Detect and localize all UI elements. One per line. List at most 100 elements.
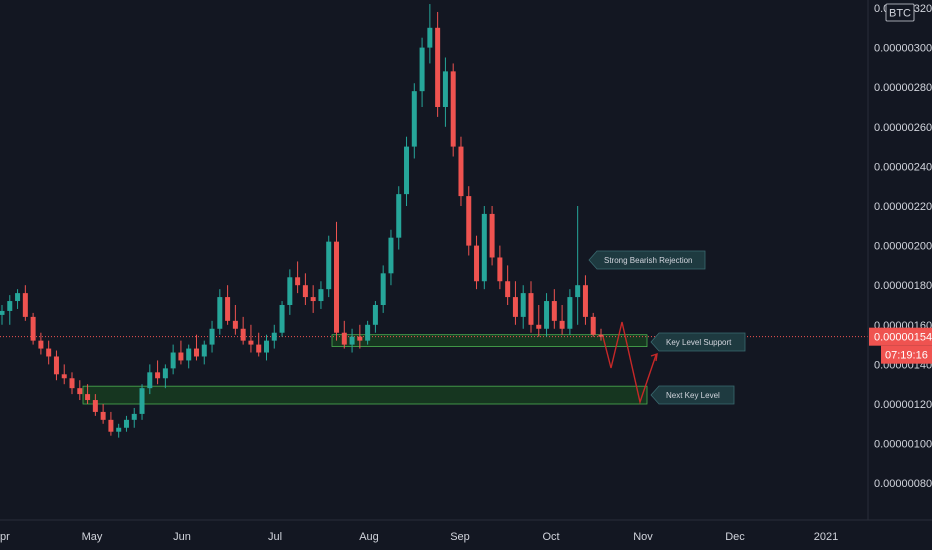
candle-body (442, 71, 448, 107)
y-tick-label: 0.00000300 (874, 43, 932, 55)
candle-body (326, 241, 332, 290)
x-tick-label: 2021 (814, 531, 838, 543)
countdown-badge (881, 345, 932, 364)
candle-body (240, 328, 246, 341)
y-tick-label: 0.00000260 (874, 122, 932, 134)
support-note-label: Key Level Support (666, 338, 732, 347)
rejection-note-box (588, 250, 706, 270)
candle-body (217, 297, 223, 329)
key-level-zones (82, 334, 648, 405)
candle-body (404, 146, 410, 195)
candle-body (147, 372, 153, 389)
candle-body (0, 310, 5, 315)
candle-body (100, 411, 106, 420)
candle-body (380, 273, 386, 305)
candle-body (582, 285, 588, 317)
y-tick-label: 0.00000100 (874, 439, 932, 451)
candle-body (419, 47, 425, 92)
last-price-badge (869, 327, 932, 346)
candle-body (77, 388, 83, 395)
countdown-value: 07:19:16 (885, 350, 928, 362)
currency-label: BTC (889, 8, 911, 20)
candle-body (567, 297, 573, 329)
candles-group (0, 4, 604, 438)
currency-badge-box (885, 3, 915, 22)
candle-body (92, 400, 98, 412)
candle-body (575, 285, 581, 298)
rejection-note-label: Strong Bearish Rejection (604, 256, 693, 265)
price-badges: 0.00000154 07:19:16 (869, 327, 932, 364)
candle-body (186, 348, 192, 361)
candle-body (598, 334, 604, 337)
y-tick-label: 0.00000200 (874, 241, 932, 253)
candle-body (372, 305, 378, 325)
candle-body (123, 419, 129, 428)
y-tick-label: 0.00000120 (874, 399, 932, 411)
candle-body (248, 340, 254, 345)
y-tick-label: 0.00000280 (874, 82, 932, 94)
support-note-box (650, 332, 746, 352)
time-axis[interactable]: pr May Jun Jul Aug Sep Oct Nov Dec 2021 (0, 531, 838, 543)
candle-body (85, 394, 91, 401)
y-tick-label: 0.00000180 (874, 280, 932, 292)
candle-body (520, 293, 526, 317)
candle-body (481, 213, 487, 282)
candle-body (590, 316, 596, 335)
candle-body (396, 194, 402, 238)
x-tick-label: Aug (359, 531, 379, 543)
candle-body (310, 297, 316, 302)
next-key-zone (82, 385, 648, 405)
projection-arrowhead (650, 352, 658, 362)
candle-body (559, 320, 565, 329)
candle-body (7, 301, 13, 311)
candle-body (528, 293, 534, 325)
x-tick-label: Oct (542, 531, 559, 543)
candle-body (458, 146, 464, 197)
candle-body (411, 91, 417, 147)
y-tick-label: 0.00000240 (874, 161, 932, 173)
candle-body (38, 340, 44, 349)
x-tick-label: pr (0, 531, 10, 543)
candle-body (497, 257, 503, 282)
candle-body (61, 374, 67, 379)
x-tick-label: Jun (173, 531, 191, 543)
currency-badge: BTC (885, 3, 915, 22)
candle-body (256, 344, 262, 353)
candle-body (435, 27, 441, 107)
candle-body (22, 293, 28, 317)
candle-body (536, 324, 542, 329)
candle-body (466, 196, 472, 246)
candle-body (170, 352, 176, 369)
candle-body (30, 316, 36, 341)
candle-body (279, 305, 285, 333)
candle-body (349, 336, 355, 345)
candle-body (450, 71, 456, 147)
projection-path (602, 321, 657, 405)
candle-body (551, 301, 557, 321)
annotations-group: Strong Bearish Rejection Key Level Suppor… (588, 250, 746, 405)
candle-body (388, 237, 394, 274)
candle-body (357, 336, 363, 341)
last-price-value: 0.00000154 (874, 332, 932, 344)
support-zone (331, 334, 648, 347)
candle-body (544, 301, 550, 329)
candle-body (341, 332, 347, 345)
x-tick-label: Jul (268, 531, 282, 543)
candle-body (131, 413, 137, 420)
candle-body (162, 368, 168, 379)
candle-body (302, 285, 308, 298)
candle-body (365, 324, 371, 341)
candle-body (46, 348, 52, 357)
candle-body (201, 344, 207, 357)
candle-body (53, 356, 59, 375)
candle-body (155, 372, 161, 379)
next-level-note-label: Next Key Level (666, 391, 720, 400)
x-tick-label: Nov (633, 531, 653, 543)
candle-body (232, 320, 238, 329)
candle-body (178, 352, 184, 361)
candle-body (15, 293, 21, 302)
y-tick-label: 0.00000220 (874, 201, 932, 213)
x-tick-label: Sep (450, 531, 470, 543)
